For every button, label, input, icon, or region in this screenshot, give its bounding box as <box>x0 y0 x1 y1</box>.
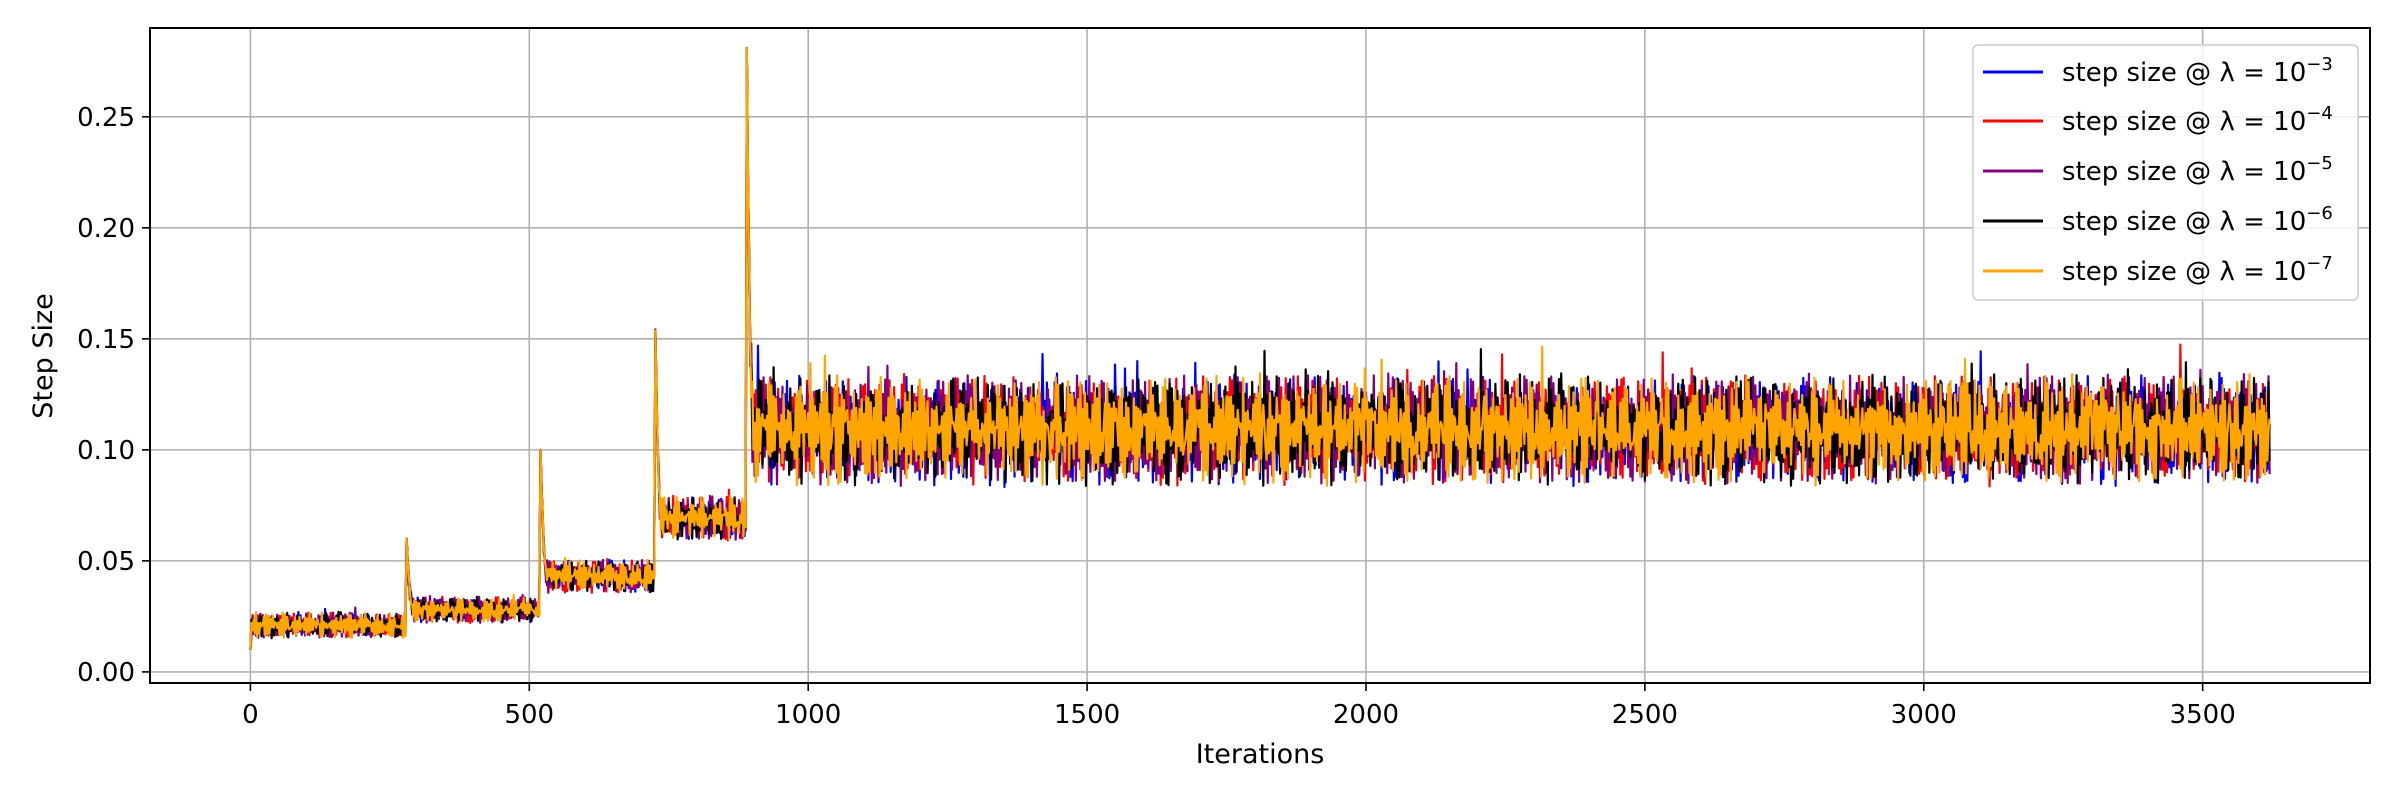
svg-text:step size @ λ = 10−5: step size @ λ = 10−5 <box>2062 153 2333 187</box>
x-tick-label: 500 <box>504 700 554 730</box>
x-tick-label: 1000 <box>775 700 841 730</box>
y-tick-label: 0.00 <box>77 658 135 688</box>
y-tick-label: 0.20 <box>77 214 135 244</box>
legend-item: step size @ λ = 10−4 <box>1983 103 2333 137</box>
legend-item: step size @ λ = 10−7 <box>1983 253 2333 287</box>
svg-text:step size @ λ = 10−7: step size @ λ = 10−7 <box>2062 253 2333 287</box>
legend-item: step size @ λ = 10−5 <box>1983 153 2333 187</box>
y-tick-label: 0.05 <box>77 547 135 577</box>
legend-label: step size @ λ = 10 <box>2062 257 2306 287</box>
legend-item: step size @ λ = 10−6 <box>1983 203 2333 237</box>
legend-label-exponent: −5 <box>2306 153 2333 174</box>
svg-text:step size @ λ = 10−6: step size @ λ = 10−6 <box>2062 203 2333 237</box>
y-axis-label: Step Size <box>28 293 59 418</box>
x-tick-label: 2500 <box>1612 700 1678 730</box>
plot-frame <box>149 27 2371 684</box>
legend: step size @ λ = 10−3 step size @ λ = 10−… <box>1972 44 2359 301</box>
y-tick-label: 0.25 <box>77 103 135 133</box>
svg-text:step size @ λ = 10−3: step size @ λ = 10−3 <box>2062 54 2333 88</box>
legend-label-exponent: −6 <box>2306 203 2333 224</box>
x-tick-label: 3000 <box>1891 700 1957 730</box>
series-line <box>249 46 2271 650</box>
axis-ticks: 0 500 1000 1500 2000 2500 3000 3500 0.00 0.05 0.10… <box>77 103 2236 730</box>
x-tick-label: 1500 <box>1054 700 1120 730</box>
legend-label: step size @ λ = 10 <box>2062 107 2306 137</box>
series-lines <box>249 46 2271 650</box>
legend-label: step size @ λ = 10 <box>2062 58 2306 88</box>
legend-box <box>1972 44 2359 301</box>
legend-label-exponent: −4 <box>2306 103 2333 124</box>
legend-label: step size @ λ = 10 <box>2062 207 2306 237</box>
y-tick-label: 0.15 <box>77 325 135 355</box>
legend-item: step size @ λ = 10−3 <box>1983 54 2333 88</box>
legend-label-exponent: −7 <box>2306 253 2333 274</box>
x-tick-label: 0 <box>242 700 259 730</box>
legend-label: step size @ λ = 10 <box>2062 157 2306 187</box>
legend-label-exponent: −3 <box>2306 54 2333 75</box>
x-tick-label: 3500 <box>2170 700 2236 730</box>
y-tick-label: 0.10 <box>77 436 135 466</box>
x-axis-label: Iterations <box>1196 739 1325 770</box>
x-tick-label: 2000 <box>1333 700 1399 730</box>
svg-text:step size @ λ = 10−4: step size @ λ = 10−4 <box>2062 103 2333 137</box>
